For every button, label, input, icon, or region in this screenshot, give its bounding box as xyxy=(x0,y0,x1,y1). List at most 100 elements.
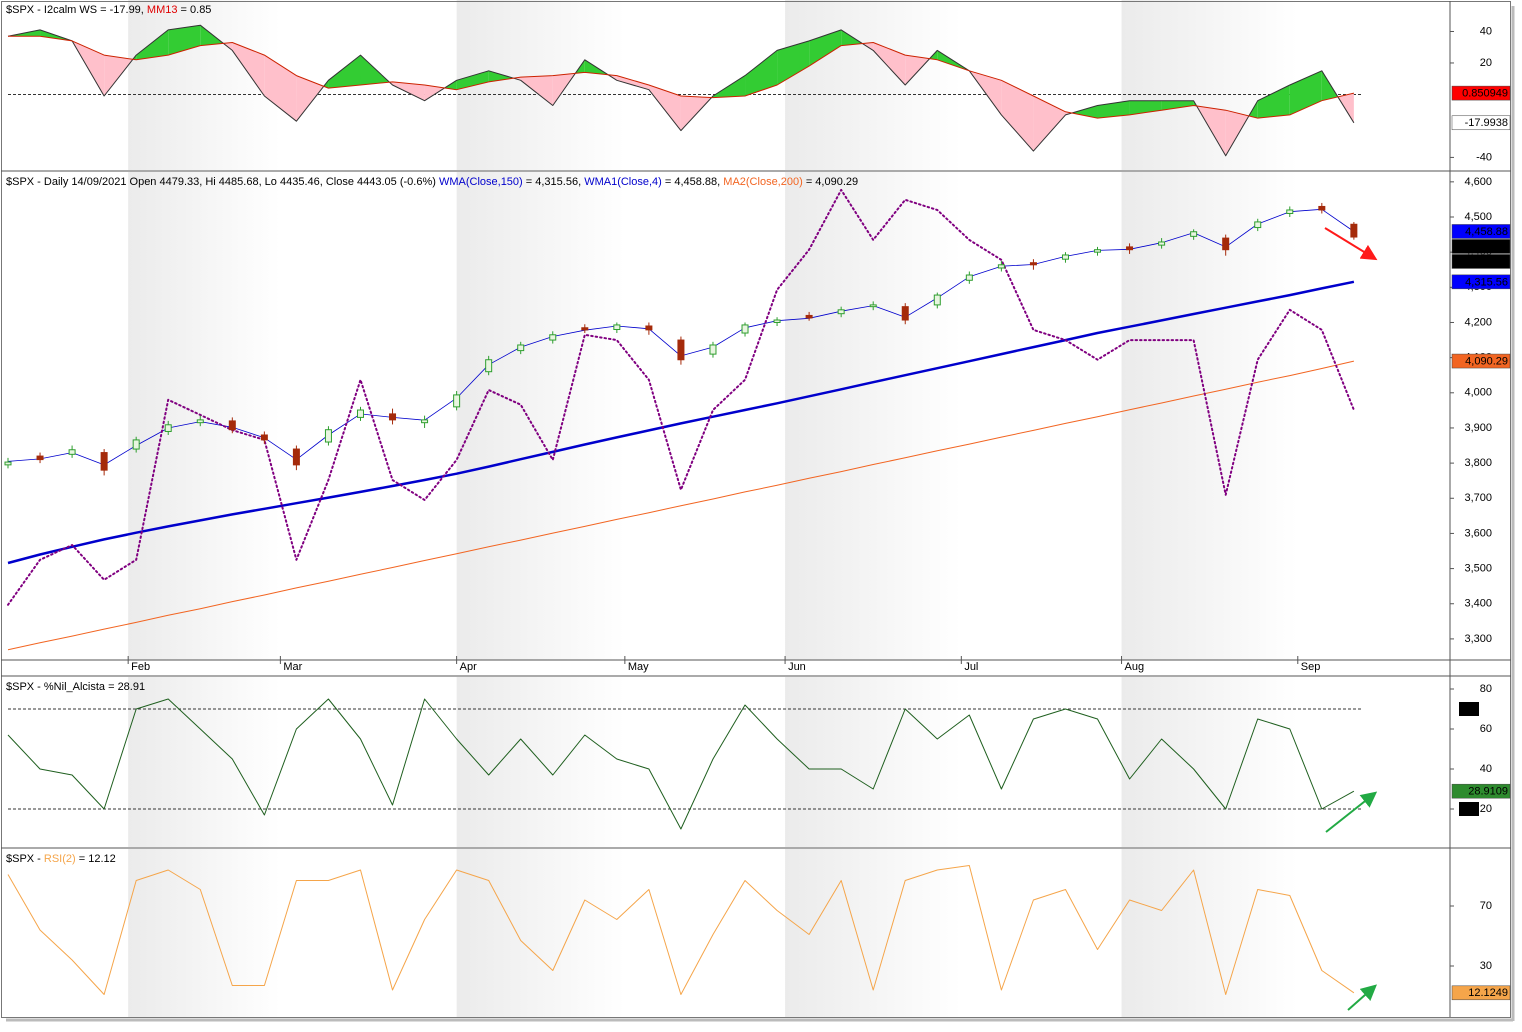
candle-body xyxy=(1061,254,1069,260)
title-part: WMA(Close,150) xyxy=(439,176,523,188)
title-part: = 4,315.56, xyxy=(523,176,584,188)
last-value-box xyxy=(1451,239,1511,254)
y-tick-label: 3,400 xyxy=(1464,598,1492,610)
candle-body xyxy=(1158,241,1166,246)
candle-body xyxy=(292,448,300,466)
last-value-label: 12.1249 xyxy=(1468,987,1508,999)
x-tick-label: Jun xyxy=(788,661,806,673)
band-fill xyxy=(809,29,842,67)
band-fill xyxy=(264,55,297,122)
panel-title: $SPX - %Nil_Alcista = 28.91 xyxy=(6,681,145,693)
month-shade xyxy=(785,0,962,170)
band-fill xyxy=(1033,96,1066,152)
annotations xyxy=(1324,227,1378,1011)
series-line xyxy=(8,35,1355,119)
last-value-label: -17.9938 xyxy=(1465,117,1508,129)
title-part: MM13 xyxy=(147,4,178,16)
x-tick-label: Apr xyxy=(460,661,477,673)
candle-body xyxy=(68,449,76,455)
band-fill xyxy=(232,42,265,97)
last-value-label: 0.850949 xyxy=(1462,88,1508,100)
shading-layer xyxy=(128,0,1298,1017)
panel xyxy=(7,865,1355,995)
outer-border xyxy=(1,1,1511,1018)
last-value-box xyxy=(1451,85,1511,101)
last-value-label: 4,443.05 xyxy=(1465,241,1508,253)
band-fill xyxy=(392,81,425,101)
candle-body xyxy=(1350,223,1358,238)
reference-label-box xyxy=(1459,802,1479,816)
y-tick-label: 4,500 xyxy=(1464,211,1492,223)
title-part: MA2(Close,200) xyxy=(723,176,802,188)
title-part: RSI(2) xyxy=(44,853,76,865)
month-shade xyxy=(1121,0,1298,170)
arrow xyxy=(1347,984,1377,1011)
band-fill xyxy=(296,75,324,122)
y-tick-label: 3,300 xyxy=(1464,633,1492,645)
x-tick-label: Feb xyxy=(131,661,150,673)
last-value-box xyxy=(1451,274,1511,290)
x-tick-label: Mar xyxy=(283,661,302,673)
band-fill xyxy=(1257,85,1290,119)
candle-body xyxy=(324,429,332,443)
candle-body xyxy=(517,344,525,352)
month-shade xyxy=(456,849,625,1017)
series-line xyxy=(7,24,1355,157)
candle-body xyxy=(1222,237,1230,251)
y-tick-label: 3,800 xyxy=(1464,457,1492,469)
y-tick-label: 3,700 xyxy=(1464,492,1492,504)
title-part: = 0.85 xyxy=(177,4,211,16)
x-tick-label: Jul xyxy=(964,661,978,673)
candle-body xyxy=(485,359,493,373)
band-fill xyxy=(1225,110,1249,156)
x-tick-label: May xyxy=(628,661,649,673)
month-shade xyxy=(785,849,962,1017)
series-line xyxy=(7,865,1355,995)
candle-body xyxy=(164,424,172,432)
last-value-box xyxy=(1451,254,1511,269)
x-tick-label: Aug xyxy=(1125,661,1145,673)
last-value-label: 4,090.29 xyxy=(1465,355,1508,367)
reference-label: 20 xyxy=(1463,803,1475,815)
y-tick-label: 20 xyxy=(1480,803,1492,815)
candle-body xyxy=(196,419,204,424)
y-tick-label: 40 xyxy=(1480,25,1492,37)
series-line xyxy=(7,698,1355,830)
candle-body xyxy=(933,294,941,306)
band-fill xyxy=(745,50,778,97)
candle-body xyxy=(901,306,909,321)
band-fill xyxy=(873,42,906,85)
title-part: WMA1(Close,4) xyxy=(584,176,662,188)
candle-body xyxy=(356,409,364,418)
arrow xyxy=(1324,227,1378,261)
candle-body xyxy=(741,324,749,334)
title-part: = 4,090.29 xyxy=(803,176,858,188)
month-shade xyxy=(785,172,962,660)
series-line xyxy=(7,280,1355,565)
candle-body xyxy=(4,461,12,466)
band-fill xyxy=(905,55,930,85)
band-fill xyxy=(360,55,390,85)
month-shade xyxy=(128,849,281,1017)
y-tick-label: 4,200 xyxy=(1464,316,1492,328)
title-part: $SPX - %Nil_Alcista = 28.91 xyxy=(6,681,145,693)
y-tick-label: 60 xyxy=(1480,723,1492,735)
candle-body xyxy=(837,309,845,315)
y-tick-label: 4,000 xyxy=(1464,387,1492,399)
y-tick-label: 70 xyxy=(1480,900,1492,912)
panel-title: $SPX - I2calm WS = -17.99, MM13 = 0.85 xyxy=(6,4,211,16)
band-fill xyxy=(1071,105,1098,119)
candle-body xyxy=(805,314,813,319)
reference-label: 70 xyxy=(1463,703,1475,715)
candle-body xyxy=(421,419,429,424)
y-tick-label: 20 xyxy=(1480,57,1492,69)
y-tick-label: 40 xyxy=(1480,763,1492,775)
month-shade xyxy=(785,677,962,847)
axis-labels: 40 20 -40 0.850949 -17.9938 $SPX - I2calm WS … xyxy=(6,4,1511,1001)
y-tick-label: 3,500 xyxy=(1464,562,1492,574)
band-fill xyxy=(456,70,489,90)
candle-body xyxy=(965,274,973,281)
title-part: $SPX - Daily 14/09/2021 Open 4479.33, Hi… xyxy=(6,176,439,188)
band-fill xyxy=(104,55,133,97)
